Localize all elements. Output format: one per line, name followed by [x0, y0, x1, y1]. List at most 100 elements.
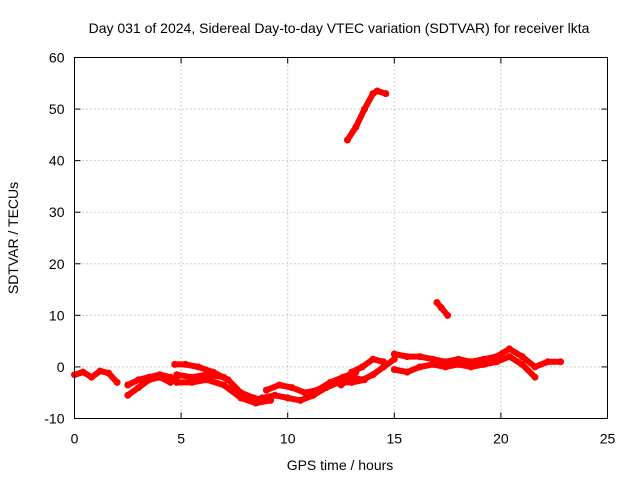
- point-late-lower-3: [429, 360, 437, 368]
- point-late-lower-7: [480, 360, 488, 368]
- point-dip-b-2: [145, 373, 153, 381]
- y-tick-label-50: 50: [49, 101, 65, 117]
- point-rise-3: [369, 371, 377, 379]
- point-late-upper-5: [454, 355, 462, 363]
- point-mid-upper-2: [194, 363, 202, 371]
- point-rise-b-3: [380, 358, 388, 366]
- point-late-upper-2: [416, 353, 424, 361]
- point-early-3: [96, 367, 104, 375]
- point-early-5: [113, 378, 121, 386]
- point-rise-2: [358, 376, 366, 384]
- point-early-1: [79, 368, 87, 376]
- point-late-upper-10: [518, 353, 526, 361]
- point-dip-b-0: [124, 381, 132, 389]
- point-low-b-4: [309, 391, 317, 399]
- y-tick-label-10: 10: [49, 307, 65, 323]
- point-late-lower-9: [505, 353, 513, 361]
- point-dip-a-4: [166, 378, 174, 386]
- x-tick-label-5: 5: [177, 431, 185, 447]
- x-tick-label-20: 20: [493, 431, 509, 447]
- point-late-lower-8: [493, 358, 501, 366]
- point-mid-lower-0: [173, 378, 181, 386]
- point-rise-b-0: [348, 368, 356, 376]
- x-tick-label-25: 25: [600, 431, 616, 447]
- y-tick-label-0: 0: [57, 359, 65, 375]
- trace-spike: [344, 88, 389, 143]
- x-axis-title: GPS time / hours: [287, 457, 394, 473]
- point-mid-third-1: [188, 373, 196, 381]
- point-spike-4: [373, 87, 381, 95]
- plot-frame: [74, 57, 608, 419]
- y-tick-labels: -10 0 10 20 30 40 50 60: [44, 50, 64, 427]
- point-low-b-3: [297, 396, 304, 404]
- point-mid-upper-0: [171, 360, 179, 368]
- point-rise-b-2: [369, 355, 377, 363]
- point-late-lower-6: [467, 363, 475, 371]
- x-tick-label-10: 10: [280, 431, 296, 447]
- point-late-upper-12: [544, 358, 552, 366]
- point-late-lower-5: [454, 360, 462, 368]
- point-mid-third-3: [220, 373, 228, 381]
- point-mid-upper-1: [181, 360, 189, 368]
- chart-title: Day 031 of 2024, Sidereal Day-to-day VTE…: [89, 20, 590, 36]
- x-tick-label-0: 0: [71, 431, 79, 447]
- point-rise-4: [380, 363, 388, 371]
- data-traces: [71, 87, 565, 407]
- point-late-lower-4: [442, 363, 449, 371]
- y-axis-title: SDTVAR / TECUs: [5, 182, 21, 294]
- point-late-upper-7: [480, 355, 488, 363]
- point-early-2: [88, 373, 96, 381]
- point-mid-lower-5: [252, 399, 260, 407]
- point-late-upper-9: [505, 345, 513, 353]
- point-rise-5: [390, 355, 398, 363]
- x-tick-labels: 0 5 10 15 20 25: [71, 431, 616, 447]
- point-early-4: [105, 369, 113, 377]
- point-low-b-5: [322, 384, 330, 392]
- point-late-upper-13: [557, 358, 565, 366]
- point-dip-b-1: [135, 376, 142, 384]
- point-blip-0: [433, 299, 441, 306]
- point-late-lower-10: [518, 360, 526, 368]
- trace-mid-third: [173, 371, 227, 381]
- point-late-lower-1: [403, 368, 411, 376]
- point-spike-2: [361, 105, 368, 113]
- point-low-a-0: [262, 386, 270, 394]
- y-tick-label-30: 30: [49, 204, 65, 220]
- point-late-upper-1: [403, 353, 411, 361]
- point-late-lower-2: [416, 363, 424, 371]
- point-mid-third-0: [173, 371, 181, 379]
- y-tick-label-60: 60: [49, 50, 65, 66]
- grid-lines: [74, 57, 608, 419]
- trace-rise-b: [348, 356, 387, 376]
- point-rise-0: [337, 381, 345, 389]
- point-late-lower-0: [390, 366, 398, 373]
- point-dip-b-4: [166, 373, 174, 381]
- point-dip-b-3: [156, 371, 164, 379]
- point-mid-lower-1: [188, 378, 196, 386]
- point-low-b-1: [271, 391, 279, 399]
- point-spike-1: [352, 123, 360, 131]
- point-late-lower-11: [531, 373, 539, 381]
- point-mid-lower-3: [220, 381, 228, 389]
- point-late-upper-11: [531, 363, 539, 371]
- point-late-upper-3: [429, 355, 437, 363]
- point-dip-a-1: [135, 384, 142, 392]
- point-mid-lower-4: [237, 394, 245, 402]
- point-mid-third-2: [203, 371, 211, 379]
- point-mid-lower-2: [203, 376, 211, 384]
- point-blip-2: [444, 311, 452, 319]
- y-tick-label-40: 40: [49, 153, 65, 169]
- point-low-b-2: [284, 394, 292, 402]
- point-low-a-3: [301, 389, 309, 397]
- y-tick-label-20: 20: [49, 256, 65, 272]
- point-spike-5: [382, 90, 390, 98]
- point-rise-1: [348, 373, 356, 381]
- point-low-a-1: [275, 381, 283, 389]
- point-dip-a-0: [124, 391, 132, 399]
- point-late-upper-0: [390, 350, 398, 358]
- point-blip-1: [437, 304, 445, 312]
- point-low-b-0: [258, 394, 266, 402]
- point-low-a-2: [288, 384, 296, 392]
- point-rise-b-1: [358, 363, 366, 371]
